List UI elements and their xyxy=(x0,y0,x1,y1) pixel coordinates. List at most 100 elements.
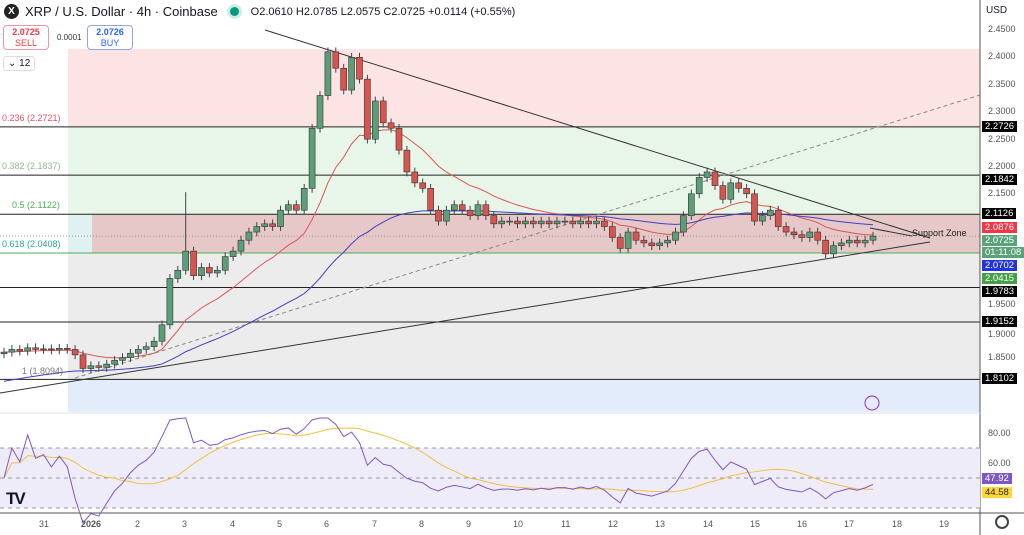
candle xyxy=(695,177,703,195)
candle xyxy=(569,220,577,225)
candle xyxy=(790,231,798,236)
candle xyxy=(32,347,39,350)
fib-band-below-1 xyxy=(68,380,980,412)
candle xyxy=(553,220,561,225)
price-tick: 2.2000 xyxy=(988,160,1016,171)
candle xyxy=(648,242,656,246)
candle xyxy=(332,51,340,69)
candle xyxy=(782,226,790,233)
candle xyxy=(656,242,664,246)
sell-button[interactable]: 2.0725 SELL xyxy=(3,25,49,50)
candle xyxy=(529,220,537,225)
fib-label: 0.618 (2.0408) xyxy=(2,239,61,250)
candle xyxy=(624,231,632,249)
price-tick: 2.3500 xyxy=(988,78,1016,89)
currency-selector[interactable]: USD xyxy=(986,5,1008,16)
buy-label: BUY xyxy=(100,38,120,48)
candle xyxy=(474,204,482,216)
candle xyxy=(63,348,71,350)
candle xyxy=(822,239,829,255)
ohlc-readout: O2.0610 H2.0785 L2.0575 C2.0725 +0.0114 … xyxy=(250,5,516,18)
candle xyxy=(814,231,822,241)
price-label: 2.0876 xyxy=(982,221,1018,233)
candle xyxy=(585,220,592,225)
candle xyxy=(269,223,276,227)
candle xyxy=(308,127,316,189)
buy-price: 2.0726 xyxy=(96,27,124,37)
candle xyxy=(680,215,687,233)
candle xyxy=(111,360,118,365)
candle xyxy=(458,204,466,211)
candle xyxy=(601,220,608,227)
candle xyxy=(292,204,300,211)
time-tick: 2026 xyxy=(81,519,102,529)
settings-gear-icon[interactable] xyxy=(995,515,1009,529)
candle xyxy=(174,269,182,279)
candle xyxy=(798,234,806,238)
symbol-title[interactable]: XRP / U.S. Dollar · 4h · Coinbase xyxy=(25,4,218,19)
candle xyxy=(845,239,853,244)
candle xyxy=(751,193,758,222)
candle xyxy=(861,239,869,244)
price-tick: 2.3000 xyxy=(988,105,1016,116)
candle xyxy=(214,269,221,274)
candle xyxy=(506,220,513,223)
candle xyxy=(135,349,142,354)
candle xyxy=(237,239,245,252)
candle xyxy=(245,231,253,241)
buy-button[interactable]: 2.0726 BUY xyxy=(87,25,133,50)
price-label: 1.9152 xyxy=(982,316,1018,327)
tradingview-logo-icon: TV xyxy=(6,489,26,508)
candle xyxy=(8,349,16,353)
time-tick: 2 xyxy=(135,519,141,529)
price-label: 2.0702 xyxy=(982,259,1018,271)
descending-trendline xyxy=(264,29,931,239)
support-zone-label: Support Zone xyxy=(912,228,967,238)
candle xyxy=(466,209,474,216)
candle xyxy=(514,220,521,225)
candle xyxy=(664,239,671,244)
time-tick: 16 xyxy=(797,519,808,529)
sell-price: 2.0725 xyxy=(12,27,40,37)
candle xyxy=(253,226,261,233)
candle xyxy=(743,188,750,195)
candle xyxy=(719,185,727,200)
indicators-toggle[interactable]: ⌄ 12 xyxy=(3,56,36,71)
candle xyxy=(869,235,877,241)
candle xyxy=(482,204,490,216)
time-tick: 4 xyxy=(230,519,236,529)
fib-label: 0.236 (2.2721) xyxy=(2,113,61,124)
candle xyxy=(371,100,379,140)
candle xyxy=(537,220,545,225)
candle xyxy=(364,78,371,140)
candle xyxy=(735,182,743,189)
fib-band-618-1 xyxy=(68,253,980,380)
candle xyxy=(838,242,845,246)
time-tick: 11 xyxy=(561,519,571,529)
candle xyxy=(766,209,774,216)
candle xyxy=(593,220,600,225)
countdown-label: 01:11:08 xyxy=(982,246,1024,258)
spread-value: 0.0001 xyxy=(57,33,82,42)
ascending-trendline xyxy=(0,241,931,394)
candle xyxy=(711,171,719,186)
time-tick: 6 xyxy=(324,519,330,529)
price-label: 2.0725 xyxy=(982,234,1018,246)
candle xyxy=(79,354,87,369)
fib-label: 0.5 (2.1122) xyxy=(12,200,60,211)
price-tick: 1.9000 xyxy=(988,329,1016,339)
price-tick: 1.8500 xyxy=(988,351,1016,362)
candle xyxy=(24,347,32,352)
price-label: 1.9783 xyxy=(982,285,1018,297)
candle xyxy=(142,346,150,350)
time-tick: 31 xyxy=(39,519,50,529)
candle xyxy=(435,209,442,222)
xrp-logo-icon: X xyxy=(4,4,19,19)
candle xyxy=(727,182,735,200)
candle xyxy=(616,237,624,249)
price-tick: 2.4500 xyxy=(988,24,1016,34)
candle xyxy=(545,220,553,225)
candle xyxy=(0,351,8,355)
fib-band-236-5 xyxy=(68,127,980,214)
